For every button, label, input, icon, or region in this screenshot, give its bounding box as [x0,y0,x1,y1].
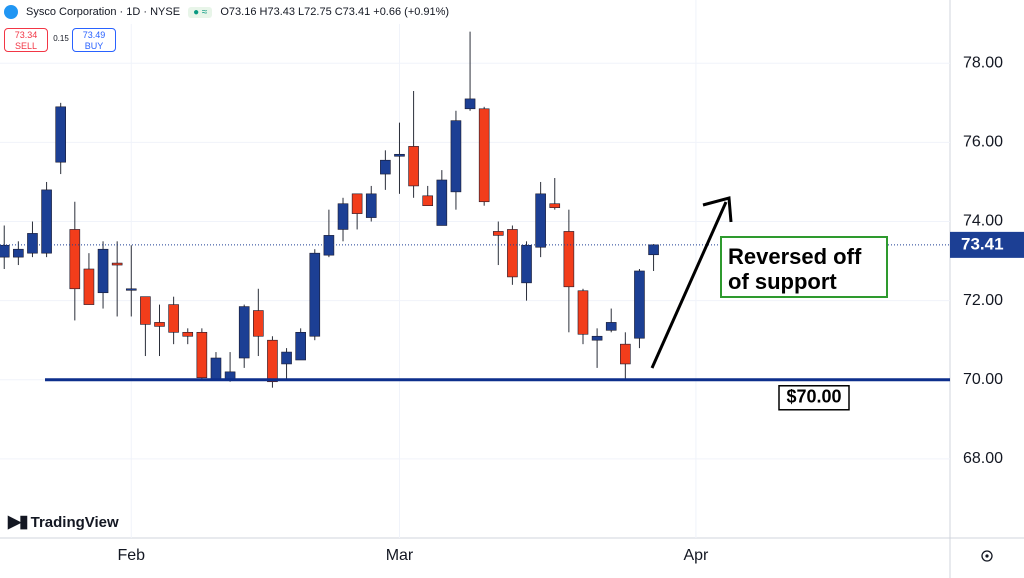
candle-body [295,331,306,361]
candle-body [380,159,391,175]
buy-price: 73.49 [82,30,106,40]
x-tick-label: Mar [386,547,414,564]
candle-body [111,262,123,266]
candle-body [154,322,165,327]
candle-body [634,270,645,339]
y-tick-label: 76.00 [963,134,1003,151]
candle-body [41,189,52,254]
y-tick-label: 74.00 [963,213,1003,230]
header: Sysco Corporation · 1D · NYSE ● ≈ O73.16… [0,0,454,24]
candle-body [492,231,504,236]
candle-body [55,106,66,163]
candle-body [422,195,434,207]
candle-body [140,296,151,325]
x-tick-label: Apr [683,547,709,564]
candle-body [238,306,250,359]
axes: 68.00 70.00 72.00 74.00 76.00 78.00 Feb Mar Apr $… [117,55,1024,564]
candle-body [196,331,208,379]
candle-body [464,98,476,110]
candle-body [605,322,617,331]
sell-price: 73.34 [14,30,38,40]
buy-label: BUY [84,41,104,51]
symbol-logo [4,5,18,19]
candle-body [365,193,377,218]
x-tick-label: Feb [117,547,145,564]
candle-body [337,203,349,230]
candle-body [0,244,10,258]
symbol-title: Sysco Corporation · 1D · NYSE [26,6,181,18]
candle-body [267,339,278,383]
candle-body [182,331,194,337]
candle-body [323,235,335,256]
candle-body [210,357,222,381]
ohlc-legend: O73.16 H73.43 L72.75 C73.41 +0.66 (+0.91… [220,6,450,18]
candle-body [563,231,575,288]
last-price-label: 73.41 [961,234,1004,253]
sell-button[interactable]: 73.34 SELL [4,28,48,52]
candle-body [13,248,24,258]
candle-body [507,229,518,278]
candle-body [168,304,179,333]
candle-body [309,252,321,337]
brand-text: TradingView [30,514,119,531]
settings-icon-dot [985,554,989,558]
candle-body [83,268,95,305]
brand-logo: ▶▮ TradingView [8,512,119,532]
candle-body [591,335,603,341]
candle-body [125,288,137,291]
arrow-head [702,196,733,223]
candle-body [620,343,631,365]
arrow [650,201,728,369]
last-price-box [950,231,1024,258]
candles [0,31,950,388]
candle-body [577,290,589,335]
spread: 0.15 [53,34,69,43]
status-indicator[interactable]: ● ≈ [188,6,213,18]
candle-body [253,310,264,337]
candle-body [478,108,490,203]
brand-mark: ▶▮ [8,512,28,531]
support-label: $70.00 [786,387,841,407]
y-tick-label: 70.00 [963,371,1003,388]
candle-body [521,244,532,284]
candle-body [97,248,109,294]
candle-body [549,203,561,208]
candle-body [281,351,292,365]
settings-icon[interactable] [981,550,993,562]
candle-body [450,120,462,193]
y-tick-label: 78.00 [963,55,1003,72]
candle-body [648,244,659,256]
candle-body [408,146,419,187]
candle-body [351,193,363,214]
candle-body [436,179,448,226]
support-label-box [778,385,850,411]
sell-label: SELL [14,41,38,51]
y-tick-label: 68.00 [963,450,1003,467]
candle-body [535,193,546,248]
candle-body [27,233,38,254]
candle-body [69,229,81,290]
annotation: Reversed off of support [720,236,888,298]
candle-body [394,153,405,157]
y-tick-label: 72.00 [963,292,1003,309]
buy-button[interactable]: 73.49 BUY [72,28,116,52]
